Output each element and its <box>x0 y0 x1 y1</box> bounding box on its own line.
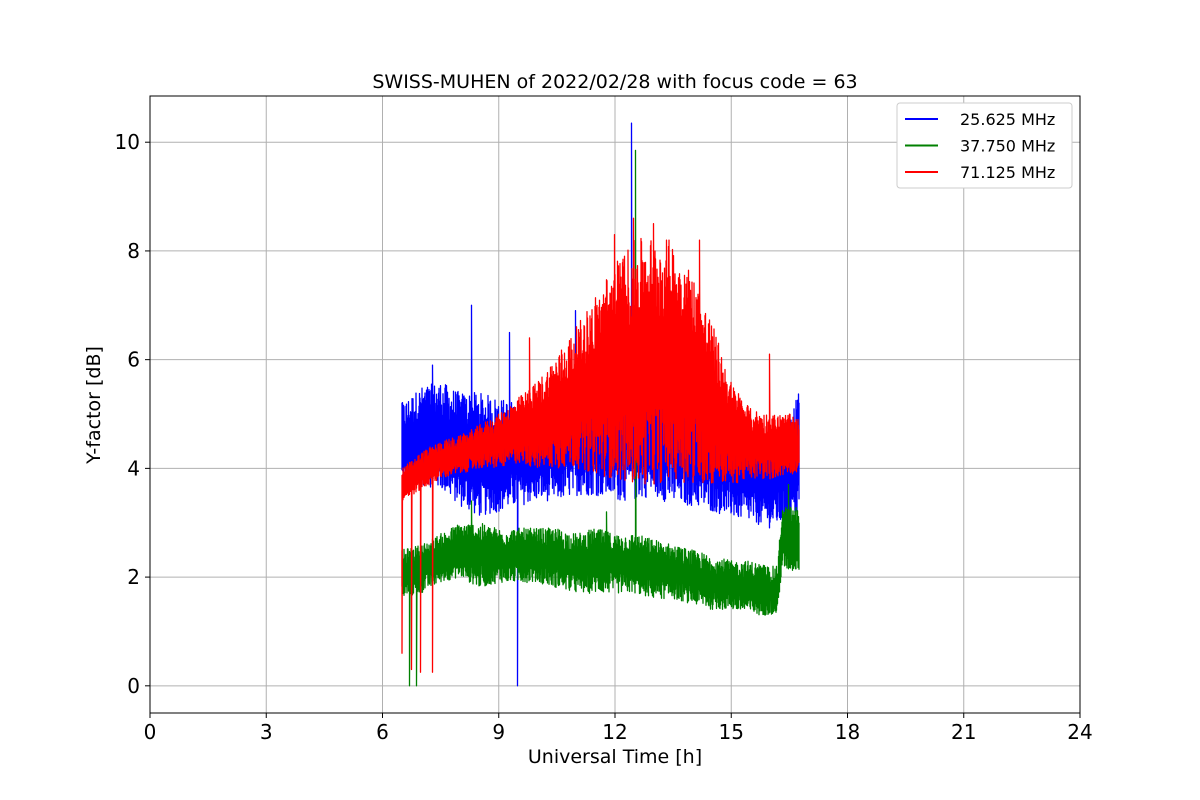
legend-label-2: 71.125 MHz <box>960 163 1055 182</box>
x-tick-label-3: 9 <box>492 720 505 744</box>
legend-label-0: 25.625 MHz <box>960 110 1055 129</box>
legend-label-1: 37.750 MHz <box>960 137 1055 156</box>
x-tick-label-1: 3 <box>260 720 273 744</box>
x-tick-label-6: 18 <box>835 720 860 744</box>
y-tick-label-1: 2 <box>127 565 140 589</box>
chart-title: SWISS-MUHEN of 2022/02/28 with focus cod… <box>372 71 857 93</box>
y-tick-label-0: 0 <box>127 674 140 698</box>
x-axis-label: Universal Time [h] <box>528 746 702 768</box>
legend: 25.625 MHz 37.750 MHz 71.125 MHz <box>896 102 1073 189</box>
x-tick-label-8: 24 <box>1067 720 1092 744</box>
y-tick-label-4: 8 <box>127 239 140 263</box>
legend-frame <box>896 102 1073 189</box>
x-tick-label-0: 0 <box>144 720 157 744</box>
x-tick-label-2: 6 <box>376 720 389 744</box>
series-line-1 <box>401 149 800 687</box>
y-axis-label: Y-factor [dB] <box>83 346 105 465</box>
series-layer <box>401 122 800 687</box>
x-tick-label-7: 21 <box>951 720 976 744</box>
y-tick-label-2: 4 <box>127 456 140 480</box>
x-tick-label-5: 15 <box>719 720 744 744</box>
y-tick-label-3: 6 <box>127 348 140 372</box>
y-tick-label-5: 10 <box>115 130 140 154</box>
series-line-2 <box>401 217 800 673</box>
x-tick-label-4: 12 <box>602 720 627 744</box>
